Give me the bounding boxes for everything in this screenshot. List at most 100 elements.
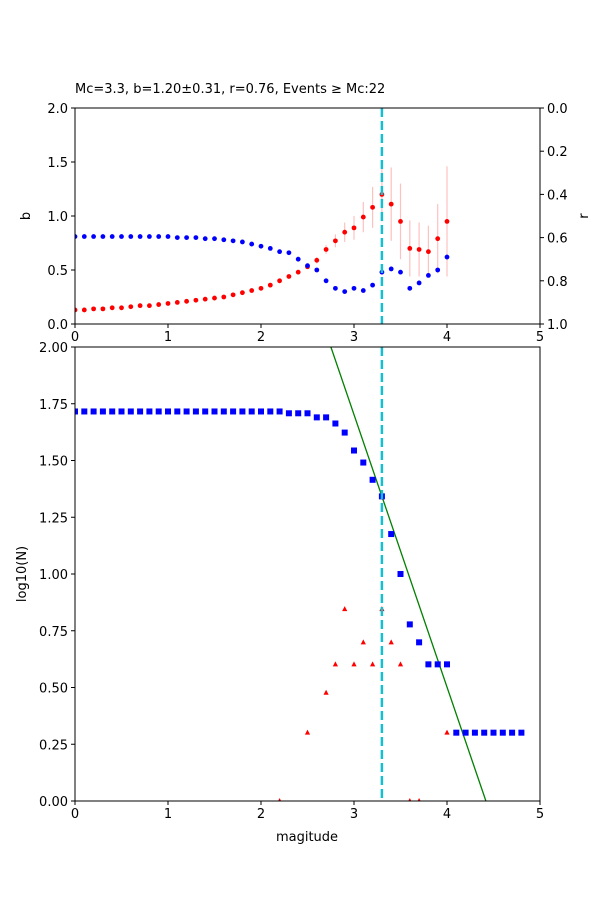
cumulative-point [165,408,171,415]
cumulative-point [453,729,460,736]
r-value-point [156,234,162,239]
b-value-point [342,229,348,235]
y-tick-label: 0.50 [39,682,68,697]
cumulative-point [81,408,88,415]
r-value-point [165,234,171,239]
bottom-xlabel: magitude [276,830,338,845]
b-value-point [193,297,199,303]
x-tick-label: 0 [71,330,79,345]
cumulative-point [295,410,302,417]
b-value-point [323,247,329,252]
cumulative-point [99,408,106,415]
cumulative-point [118,408,125,415]
r-value-point [388,266,394,272]
r-value-point [81,234,87,239]
r-value-point [323,278,329,284]
b-value-point [109,305,115,311]
b-value-point [435,236,441,242]
cumulative-point [490,729,497,736]
cumulative-point [183,408,190,415]
r-value-point [407,285,413,291]
noncumulative-point [408,798,412,801]
r-value-point [184,235,190,241]
b-value-point [81,307,87,313]
b-value-point [426,249,431,255]
bottom-ylabel: log10(N) [15,546,30,602]
noncumulative-point [370,661,376,667]
r-value-point [435,267,441,273]
cumulative-point [425,661,432,668]
b-value-point [91,306,96,312]
r-value-point [230,238,236,244]
y-right-tick-label: 0.6 [547,232,568,247]
cumulative-point [444,661,450,668]
r-value-point [342,289,348,294]
top-ylabel-right: r [577,213,592,219]
r-value-point [398,269,403,275]
cumulative-point [499,729,506,736]
b-value-point [333,238,338,244]
y-tick-label: 0.25 [39,738,68,753]
b-value-point [314,257,320,263]
cumulative-point [239,408,246,415]
r-value-point [249,241,255,247]
b-value-point [75,307,78,313]
y-tick-label: 1.0 [47,210,68,225]
b-value-point [230,292,236,298]
b-value-point [184,298,190,304]
b-value-point [398,219,403,224]
y-right-tick-label: 0.0 [547,102,568,117]
plot-area [75,108,450,324]
noncumulative-point [444,729,450,735]
y-tick-label: 1.00 [39,568,68,583]
cumulative-point [304,410,311,417]
b-value-point [249,288,255,293]
cumulative-point [341,429,348,436]
y-tick-label: 1.75 [39,398,68,413]
r-value-point [351,285,357,291]
b-value-point [100,306,106,312]
x-tick-label: 4 [443,807,451,822]
r-value-point [314,267,320,273]
cumulative-point [323,414,330,421]
x-tick-label: 2 [257,807,265,822]
b-value-point [240,290,245,296]
x-tick-label: 1 [164,330,172,345]
x-tick-label: 5 [536,330,544,345]
noncumulative-point [397,661,404,667]
r-value-point [370,282,375,288]
cumulative-point [313,414,320,421]
b-value-point [221,294,227,300]
cumulative-point [397,571,404,577]
r-value-point [286,250,292,256]
y-tick-label: 0.0 [47,318,68,333]
b-value-point [137,303,143,309]
r-value-point [119,234,124,239]
noncumulative-point [360,639,366,645]
r-value-point [426,273,431,278]
b-value-point [388,201,394,207]
cumulative-point [174,408,181,415]
cumulative-point [332,420,339,427]
cumulative-point [406,621,413,628]
y-tick-label: 0.75 [39,625,68,640]
cumulative-point [230,408,237,415]
r-value-point [240,239,245,245]
b-value-point [165,301,171,306]
cumulative-point [369,476,376,483]
cumulative-point [351,447,357,454]
cumulative-point [434,661,441,668]
b-value-point [286,274,292,279]
x-tick-label: 4 [443,330,451,345]
noncumulative-point [332,661,338,667]
r-value-point [221,237,227,243]
noncumulative-point [278,798,282,801]
b-value-point [295,269,301,275]
cumulative-point [75,408,78,415]
b-value-point [444,219,450,224]
r-value-point [360,288,366,293]
cumulative-point [90,408,97,415]
r-value-point [333,285,338,291]
r-value-point [109,234,115,239]
